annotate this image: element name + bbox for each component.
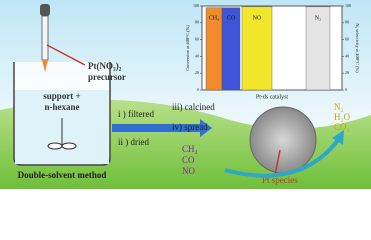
y-axis-label: Conversion at 400°C (%) xyxy=(185,25,190,71)
bar xyxy=(305,6,331,91)
arrow-head xyxy=(332,130,344,145)
x-axis-label: Pt-ds catalyst xyxy=(256,94,288,100)
y-tick-label: 20 xyxy=(195,70,199,75)
y2-tick-label: 80 xyxy=(345,20,349,25)
y-tick-label: 60 xyxy=(195,37,199,42)
y-tick-label: 0 xyxy=(197,87,199,92)
label: precursor xyxy=(88,72,126,82)
y2-tick-label: 0 xyxy=(345,87,347,92)
bar xyxy=(241,6,273,91)
bar xyxy=(221,7,241,91)
arrow xyxy=(112,119,212,137)
y2-tick-label: 60 xyxy=(345,37,349,42)
pointer xyxy=(46,44,86,66)
label: NO xyxy=(182,166,195,176)
y-tick-label: 100 xyxy=(193,3,199,8)
arrow xyxy=(224,138,340,178)
y-tick-label: 40 xyxy=(195,53,199,58)
label: CH₄ xyxy=(182,144,198,154)
label: Double-solvent method xyxy=(18,170,107,180)
label: iv) spread xyxy=(172,122,208,132)
label: i ) filtered xyxy=(118,109,154,119)
graphic: Pt(NO₃)₂ precursor support + n-hexane Do… xyxy=(0,0,371,189)
label: Pt(NO₃)₂ xyxy=(88,61,122,71)
dropper-bulb xyxy=(40,4,50,16)
category-label: CO xyxy=(227,15,236,21)
label: n-hexane xyxy=(44,102,79,112)
label: support + xyxy=(43,91,80,101)
stirrer-blade xyxy=(61,142,77,150)
stirrer-blade xyxy=(47,142,63,150)
label: CO₂ xyxy=(334,122,350,132)
catalyst-disc xyxy=(249,106,317,174)
category-label: N₂ xyxy=(315,15,321,21)
category-label: CH₄ xyxy=(209,15,219,21)
y-tick-label: 80 xyxy=(195,20,199,25)
category-label: NO xyxy=(253,15,262,21)
label: CO xyxy=(182,155,195,165)
pointer xyxy=(274,149,281,176)
label: ii ) dried xyxy=(118,137,149,147)
y2-tick-label: 40 xyxy=(345,53,349,58)
label: Pt species xyxy=(262,175,298,185)
dropper xyxy=(41,15,49,61)
dropper-tip xyxy=(42,60,48,72)
label: iii) calcined xyxy=(172,102,215,112)
y2-axis-label: N₂ selectivity at 400°C (%) xyxy=(355,23,360,73)
label: H₂O xyxy=(334,112,351,122)
y2-tick-label: 100 xyxy=(345,3,351,8)
y2-tick-label: 20 xyxy=(345,70,349,75)
label: N₂ xyxy=(334,102,344,112)
